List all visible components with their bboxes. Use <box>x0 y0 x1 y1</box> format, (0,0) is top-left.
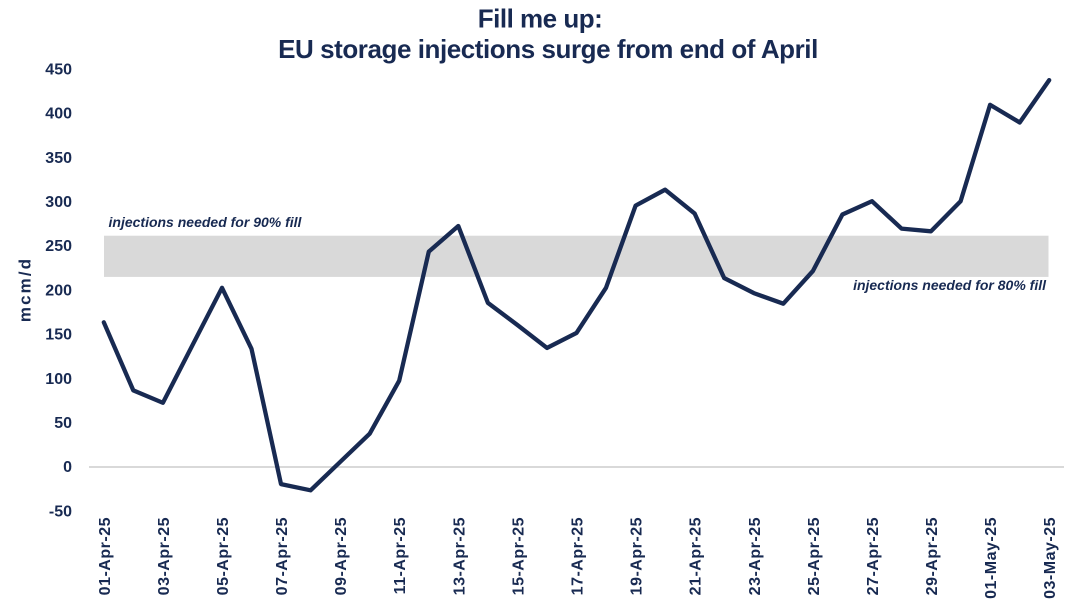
svg-text:01-Apr-25: 01-Apr-25 <box>97 517 114 595</box>
svg-text:03-May-25: 03-May-25 <box>1042 517 1059 599</box>
svg-text:07-Apr-25: 07-Apr-25 <box>274 517 291 595</box>
svg-text:25-Apr-25: 25-Apr-25 <box>806 517 823 595</box>
svg-text:400: 400 <box>45 106 72 123</box>
svg-text:23-Apr-25: 23-Apr-25 <box>747 517 764 595</box>
svg-text:250: 250 <box>45 238 72 255</box>
svg-text:29-Apr-25: 29-Apr-25 <box>924 517 941 595</box>
svg-text:09-Apr-25: 09-Apr-25 <box>333 517 350 595</box>
svg-text:350: 350 <box>45 150 72 167</box>
svg-text:27-Apr-25: 27-Apr-25 <box>865 517 882 595</box>
svg-text:01-May-25: 01-May-25 <box>983 517 1000 599</box>
svg-text:injections needed for 80% fill: injections needed for 80% fill <box>853 277 1047 293</box>
svg-text:100: 100 <box>45 371 72 388</box>
svg-text:-50: -50 <box>49 503 72 520</box>
svg-text:17-Apr-25: 17-Apr-25 <box>570 517 587 595</box>
svg-text:11-Apr-25: 11-Apr-25 <box>392 517 409 594</box>
svg-text:15-Apr-25: 15-Apr-25 <box>510 517 527 595</box>
svg-text:150: 150 <box>45 327 72 344</box>
svg-text:21-Apr-25: 21-Apr-25 <box>688 517 705 595</box>
svg-text:Fill me up:: Fill me up: <box>478 4 603 34</box>
svg-text:mcm/d: mcm/d <box>16 257 35 322</box>
svg-text:EU storage injections surge fr: EU storage injections surge from end of … <box>278 34 818 64</box>
svg-text:0: 0 <box>63 459 72 476</box>
svg-text:19-Apr-25: 19-Apr-25 <box>629 517 646 595</box>
svg-text:200: 200 <box>45 282 72 299</box>
svg-text:300: 300 <box>45 194 72 211</box>
svg-text:injections needed for 90% fill: injections needed for 90% fill <box>109 214 303 230</box>
svg-text:05-Apr-25: 05-Apr-25 <box>215 517 232 595</box>
svg-text:50: 50 <box>54 415 72 432</box>
svg-text:13-Apr-25: 13-Apr-25 <box>451 517 468 595</box>
svg-text:03-Apr-25: 03-Apr-25 <box>156 517 173 595</box>
svg-text:450: 450 <box>45 61 72 78</box>
